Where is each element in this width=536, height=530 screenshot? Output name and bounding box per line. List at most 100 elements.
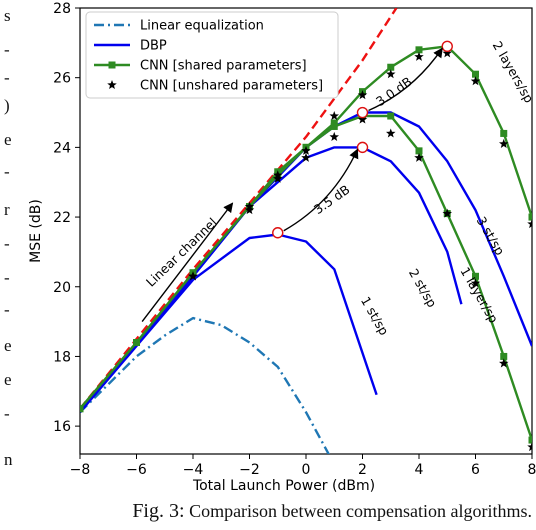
left-text-line: e — [4, 336, 12, 355]
x-tick-label: 4 — [415, 462, 424, 478]
data-point-star — [385, 69, 396, 79]
data-point-star — [414, 51, 424, 61]
data-point-star — [527, 442, 532, 452]
y-tick-label: 26 — [53, 71, 71, 87]
legend-item: DBP — [94, 39, 167, 54]
data-point-star — [442, 208, 453, 218]
data-point-star — [414, 152, 424, 162]
x-tick-label: −4 — [183, 462, 204, 478]
legend-swatch-marker — [107, 80, 117, 90]
data-point-star — [272, 170, 283, 180]
data-point-square — [528, 213, 532, 221]
x-tick-label: 0 — [302, 462, 311, 478]
legend-item: Linear equalization — [94, 19, 264, 34]
y-tick-label: 20 — [53, 280, 71, 296]
x-tick-label: 8 — [528, 462, 536, 478]
annotation-label: 2 layers/sp — [490, 39, 536, 106]
left-text-line: - — [4, 234, 10, 253]
legend-box — [85, 11, 339, 99]
left-text-line: e — [4, 130, 12, 149]
left-text-line: - — [4, 404, 10, 423]
series-line — [80, 233, 378, 413]
x-tick-label: 6 — [471, 462, 480, 478]
data-point-star — [498, 138, 509, 148]
series-3 — [80, 146, 463, 413]
x-tick-label: −8 — [70, 462, 91, 478]
left-text-line: r — [4, 200, 10, 219]
series-7 — [188, 114, 532, 452]
y-tick-label: 28 — [53, 1, 71, 17]
data-point-square — [472, 272, 479, 280]
legend-label: CNN [shared parameters] — [140, 59, 307, 74]
data-point-star — [527, 219, 532, 229]
highlight-marker — [441, 40, 453, 53]
series-line — [80, 45, 532, 410]
caption-text: Comparison between compensation algorith… — [189, 501, 532, 521]
data-point-square — [415, 46, 423, 54]
legend-item: CNN [shared parameters] — [94, 59, 307, 74]
left-text-line: - — [4, 268, 10, 287]
gain-arrow-cnn — [368, 47, 443, 112]
legend-label: Linear equalization — [140, 19, 264, 34]
data-point-square — [387, 112, 395, 120]
x-tick-label: 2 — [358, 462, 367, 478]
left-text-line: s — [4, 6, 11, 25]
series-line — [80, 146, 463, 413]
data-point-square — [330, 119, 338, 127]
x-tick-label: −6 — [126, 462, 147, 478]
y-tick-label: 16 — [53, 419, 71, 435]
annotation-label: 3.5 dB — [311, 182, 353, 217]
gain-arrow-dbp — [283, 148, 359, 232]
data-point-star — [442, 48, 453, 58]
left-column-text: s - - ) e - r - - - e e - n — [0, 0, 22, 500]
annotation-label: 3 st/sp — [474, 214, 508, 258]
left-text-line: n — [4, 450, 13, 469]
data-point-square — [500, 352, 508, 360]
series-0 — [80, 316, 330, 454]
left-text-line: ) — [4, 96, 10, 115]
annotation-label: 3.0 dB — [373, 74, 415, 109]
data-point-star — [301, 152, 311, 162]
legend-label: CNN [unshared parameters] — [140, 79, 323, 94]
y-tick-label: 22 — [53, 210, 71, 226]
legend-label: DBP — [140, 39, 167, 54]
legend-item: CNN [unshared parameters] — [107, 79, 323, 94]
data-point-star — [244, 201, 255, 211]
data-point-square — [80, 405, 84, 413]
data-point-square — [415, 147, 423, 155]
highlight-marker — [356, 141, 369, 154]
data-point-star — [470, 278, 481, 288]
caption-label: Fig. 3: — [132, 500, 185, 522]
data-point-star — [329, 131, 340, 141]
series-2 — [80, 233, 378, 413]
data-point-square — [528, 436, 532, 444]
highlight-marker — [272, 227, 284, 239]
annotation-label: 2 st/sp — [406, 266, 440, 310]
data-point-star — [301, 145, 311, 155]
data-point-star — [385, 128, 396, 138]
data-point-star — [329, 111, 340, 121]
data-point-star — [357, 90, 368, 100]
data-point-square — [133, 339, 140, 346]
left-text-line: - — [4, 162, 10, 181]
data-point-star — [188, 271, 198, 281]
series-line — [80, 316, 330, 454]
annotation-label: 1 layer/sp — [457, 264, 501, 325]
highlight-marker — [356, 106, 369, 119]
data-point-star — [244, 205, 255, 215]
y-tick-label: 24 — [53, 140, 71, 156]
data-point-star — [470, 76, 481, 86]
y-tick-label: 18 — [53, 349, 71, 365]
left-text-line: e — [4, 370, 12, 389]
figure: −8 −6 −4 −2 0 2 4 6 8 16 18 20 22 24 26 28 Total Launch … — [18, 0, 536, 496]
series-8 — [188, 48, 532, 281]
data-point-square — [472, 70, 479, 78]
legend: Linear equalization DBP CNN [shared parame… — [85, 11, 339, 99]
data-point-star — [498, 358, 509, 368]
annotation-label: 1 st/sp — [358, 294, 392, 338]
data-point-square — [500, 129, 508, 137]
figure-caption: Fig. 3: Comparison between compensation … — [0, 500, 536, 523]
linear-channel-arrow — [141, 202, 234, 323]
data-point-square — [387, 63, 395, 71]
